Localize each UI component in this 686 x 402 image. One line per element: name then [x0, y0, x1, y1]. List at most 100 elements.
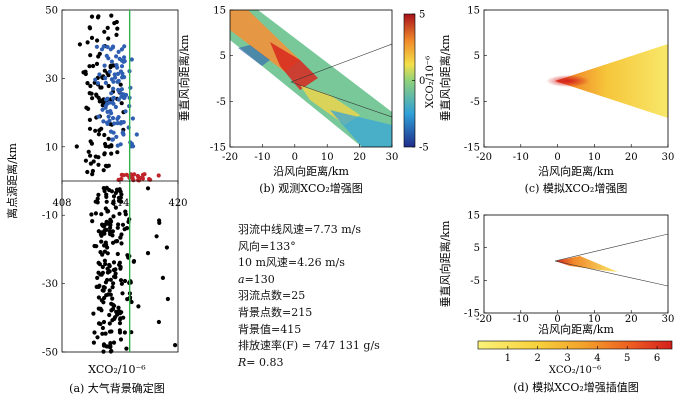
x-tick-label: 420 — [168, 198, 187, 209]
scatter-point — [117, 321, 123, 326]
scatter-point — [92, 80, 97, 85]
x-tick-label: 30 — [386, 152, 399, 163]
scatter-point — [115, 239, 120, 244]
scatter-point — [111, 260, 117, 265]
panel-d-y-ticks: 15 5 -5 -15 — [464, 211, 487, 320]
scatter-point — [87, 91, 92, 96]
scatter-point — [97, 51, 102, 57]
scatter-point — [74, 144, 79, 149]
scatter-point — [86, 149, 91, 154]
scatter-point — [102, 258, 107, 263]
scatter-point — [87, 126, 93, 131]
scatter-point — [101, 349, 106, 354]
panel-b-swath-low — [330, 110, 392, 147]
y-tick-label: -30 — [42, 279, 58, 290]
panel-d-ylabel: 垂直风向距离/km — [438, 220, 452, 307]
scatter-point — [107, 288, 112, 293]
scatter-point — [96, 132, 101, 137]
panel-c-plume-core — [546, 75, 590, 87]
scatter-point — [110, 116, 116, 121]
scatter-point — [96, 95, 101, 100]
panel-c-xlabel: 沿风向距离/km — [538, 164, 614, 178]
scatter-point — [106, 114, 111, 119]
scatter-point — [115, 26, 120, 31]
y-tick-label: 15 — [467, 211, 480, 222]
scatter-point — [104, 53, 109, 59]
scatter-point — [107, 312, 112, 318]
x-tick-label: 0 — [554, 152, 560, 163]
scatter-point — [94, 92, 99, 97]
scatter-point — [98, 232, 103, 237]
scatter-point — [124, 172, 129, 177]
scatter-point — [95, 196, 100, 201]
scatter-point — [119, 199, 124, 204]
scatter-point — [111, 340, 117, 345]
scatter-point — [104, 97, 109, 102]
scatter-point — [109, 189, 114, 194]
scatter-point — [115, 150, 120, 155]
scatter-point — [115, 121, 120, 126]
scatter-point — [99, 239, 104, 244]
colorbar-tick-label: -5 — [419, 143, 429, 154]
scatter-point — [173, 343, 178, 348]
scatter-point — [101, 119, 106, 124]
scatter-point — [134, 132, 139, 137]
emission-rate-text: 排放速率(F) = 747 131 g/s — [238, 339, 380, 353]
scatter-point — [108, 292, 113, 297]
a-parameter-symbol: a — [238, 272, 245, 286]
panel-b-plume-edge-lower — [290, 81, 392, 118]
scatter-point — [112, 21, 117, 26]
panel-b-swath-hot — [270, 42, 318, 90]
scatter-point — [91, 159, 96, 164]
colorbar-tick-label: 0 — [419, 76, 425, 87]
background-value-text: 背景值=415 — [238, 322, 302, 336]
scatter-point — [101, 186, 106, 191]
scatter-point — [108, 232, 113, 237]
scatter-point — [100, 264, 105, 270]
scatter-point — [85, 81, 90, 86]
scatter-point — [124, 346, 129, 351]
panel-b-swath-blue — [238, 45, 270, 66]
y-tick-label: 30 — [45, 74, 58, 85]
scatter-point — [103, 240, 108, 245]
scatter-point — [109, 77, 114, 82]
scatter-point — [96, 192, 101, 197]
scatter-point — [106, 344, 111, 349]
scatter-point — [96, 321, 102, 326]
panel-b-x-ticks: -20 -10 0 10 20 30 — [222, 144, 398, 163]
x-tick-label: 20 — [625, 152, 638, 163]
scatter-point — [102, 249, 107, 254]
scatter-point — [116, 97, 121, 102]
scatter-point — [111, 199, 116, 204]
panel-a-ylabel: 离点源距离/km — [5, 143, 19, 219]
scatter-point — [160, 275, 165, 280]
scatter-point — [119, 47, 124, 52]
scatter-point — [117, 56, 122, 62]
scatter-point — [111, 130, 116, 135]
scatter-point — [130, 116, 135, 121]
scatter-point — [98, 250, 103, 255]
scatter-point — [108, 225, 113, 230]
scatter-point — [145, 251, 151, 256]
scatter-point — [131, 259, 136, 264]
panel-b-colorbar-title: XCO₂/10⁻⁶ — [425, 56, 436, 108]
panel-c-frame — [483, 9, 669, 148]
scatter-point — [94, 61, 100, 66]
scatter-point — [157, 218, 162, 223]
scatter-point — [97, 72, 102, 77]
plume-parameters: 羽流中线风速=7.73 m/s 风向=133° 10 m风速=4.26 m/s … — [238, 222, 380, 371]
panel-d-plume — [555, 256, 618, 272]
scatter-point — [96, 114, 101, 119]
x-tick-label: 0 — [292, 152, 298, 163]
scatter-point — [119, 241, 124, 246]
scatter-point — [105, 44, 110, 50]
scatter-point — [109, 13, 114, 18]
scatter-point — [102, 29, 107, 34]
scatter-point — [111, 214, 116, 219]
scatter-point — [108, 65, 113, 70]
scatter-point — [100, 325, 105, 331]
y-tick-label: -5 — [470, 276, 480, 287]
colorbar-tick-label: 6 — [654, 353, 660, 364]
scatter-point — [119, 192, 124, 197]
scatter-point — [110, 285, 115, 290]
